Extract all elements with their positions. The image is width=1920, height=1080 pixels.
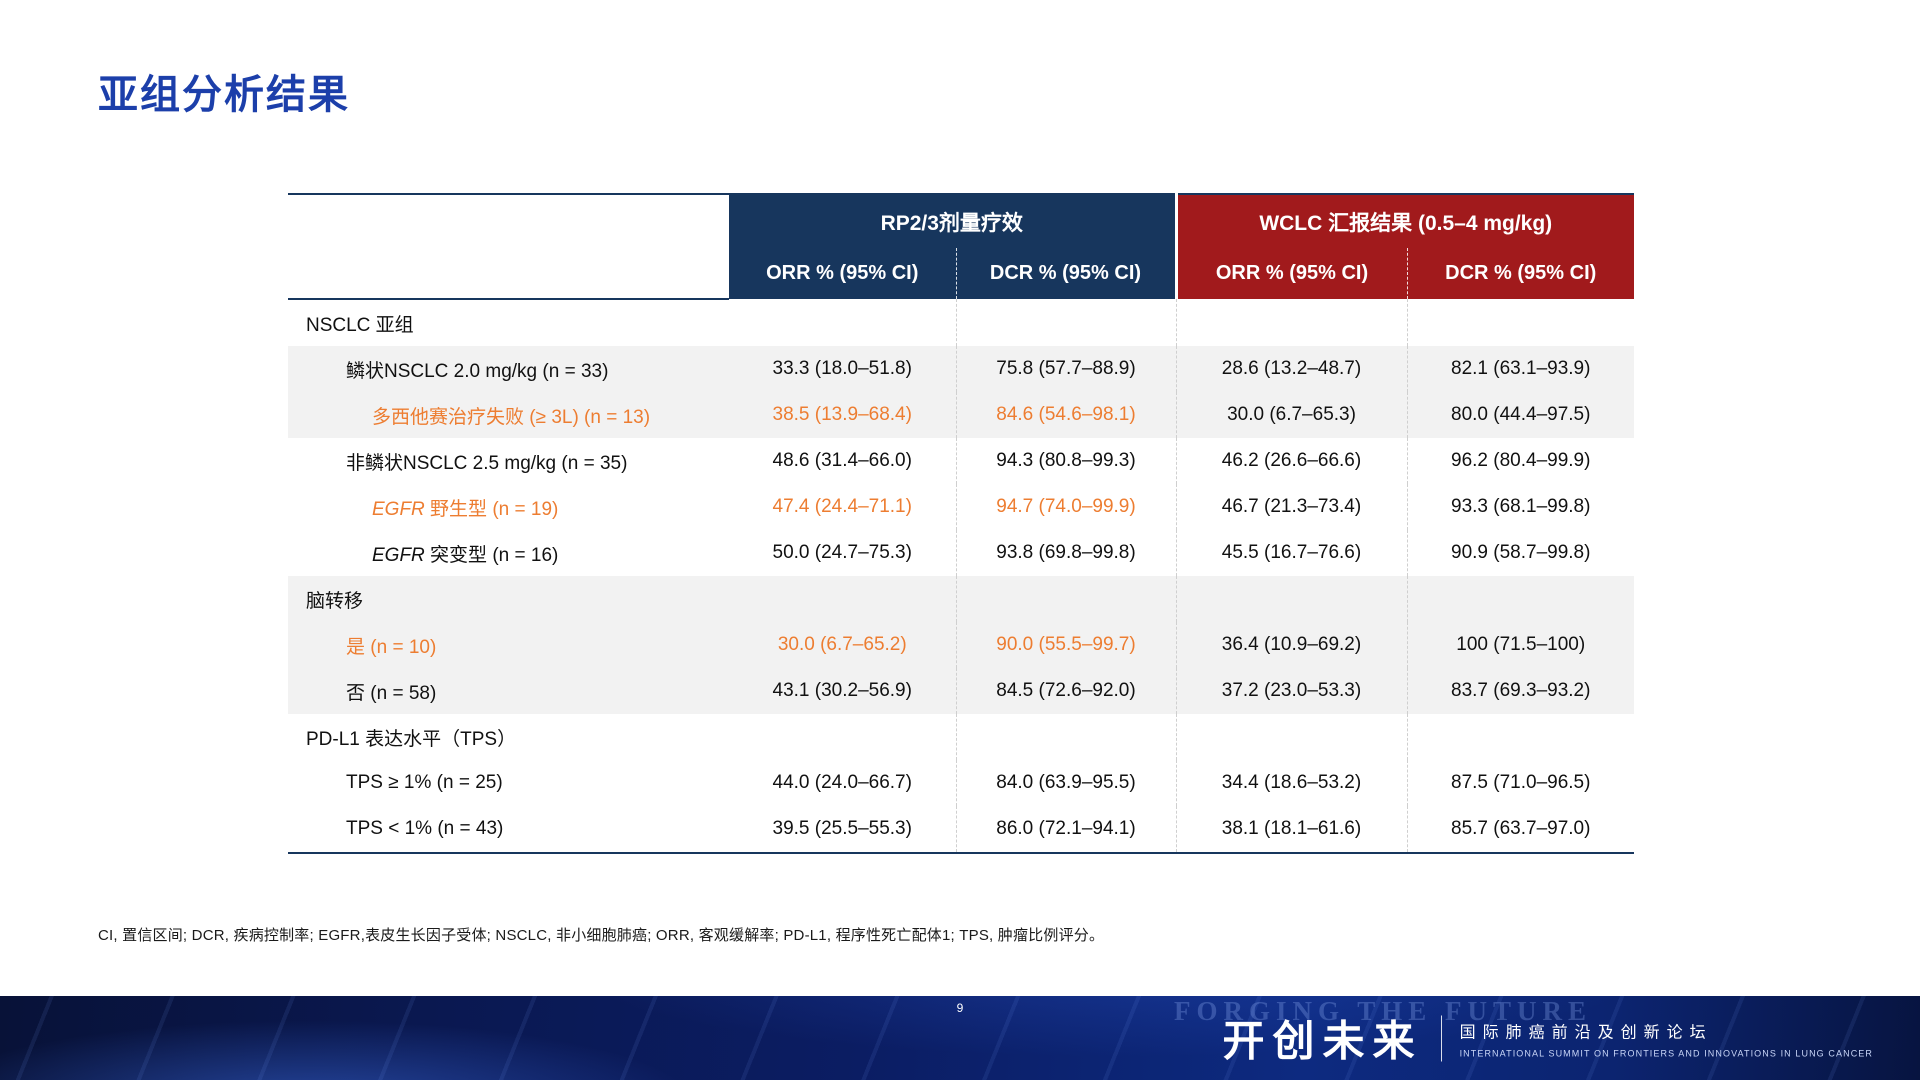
value-cell <box>1175 299 1407 346</box>
value-cell: 34.4 (18.6–53.2) <box>1175 760 1407 806</box>
group-header-wclc: WCLC 汇报结果 (0.5–4 mg/kg) <box>1174 193 1634 248</box>
column-header-orr-wclc: ORR % (95% CI) <box>1174 248 1407 299</box>
value-cell: 83.7 (69.3–93.2) <box>1406 668 1634 714</box>
row-label: TPS < 1% (n = 43) <box>288 806 729 854</box>
value-cell: 46.2 (26.6–66.6) <box>1175 438 1407 484</box>
footer-brand-cn: 开创未来 <box>1222 1017 1423 1065</box>
value-cell: 39.5 (25.5–55.3) <box>729 806 956 854</box>
footer-brand-block: 开创未来 国际肺癌前沿及创新论坛 INTERNATIONAL SUMMIT ON… <box>1223 1008 1873 1069</box>
table-row: TPS ≥ 1% (n = 25) 44.0 (24.0–66.7) 84.0 (6… <box>288 760 1634 806</box>
value-cell: 38.5 (13.9–68.4) <box>729 392 956 438</box>
footer-banner: 9 FORGING THE FUTURE 开创未来 国际肺癌前沿及创新论坛 IN… <box>0 996 1920 1080</box>
row-label: EGFR 突变型 (n = 16) <box>288 530 729 576</box>
value-cell: 48.6 (31.4–66.0) <box>729 438 956 484</box>
footer-tagline-en: INTERNATIONAL SUMMIT ON FRONTIERS AND IN… <box>1459 1048 1873 1058</box>
value-cell: 93.8 (69.8–99.8) <box>955 530 1176 576</box>
value-cell <box>1406 714 1634 760</box>
value-cell: 47.4 (24.4–71.1) <box>729 484 956 530</box>
page-title: 亚组分析结果 <box>98 73 350 117</box>
value-cell: 84.5 (72.6–92.0) <box>955 668 1176 714</box>
table-row: EGFR 突变型 (n = 16) 50.0 (24.7–75.3) 93.8 (6… <box>288 530 1634 576</box>
row-label: 多西他赛治疗失败 (≥ 3L) (n = 13) <box>288 392 729 438</box>
value-cell: 94.7 (74.0–99.9) <box>955 484 1176 530</box>
value-cell <box>729 576 956 622</box>
value-cell: 80.0 (44.4–97.5) <box>1406 392 1634 438</box>
value-cell <box>955 714 1176 760</box>
row-label: PD-L1 表达水平（TPS） <box>288 714 729 760</box>
value-cell: 90.0 (55.5–99.7) <box>955 622 1176 668</box>
value-cell: 46.7 (21.3–73.4) <box>1175 484 1407 530</box>
value-cell: 82.1 (63.1–93.9) <box>1406 346 1634 392</box>
column-header-row: ORR % (95% CI) DCR % (95% CI) ORR % (95%… <box>288 248 1634 299</box>
value-cell: 96.2 (80.4–99.9) <box>1406 438 1634 484</box>
value-cell: 45.5 (16.7–76.6) <box>1175 530 1407 576</box>
column-header-dcr-rp23: DCR % (95% CI) <box>955 248 1176 299</box>
value-cell <box>1175 714 1407 760</box>
column-header-dcr-wclc: DCR % (95% CI) <box>1406 248 1634 299</box>
value-cell: 28.6 (13.2–48.7) <box>1175 346 1407 392</box>
footer-taglines: 国际肺癌前沿及创新论坛 INTERNATIONAL SUMMIT ON FRON… <box>1460 1018 1873 1058</box>
row-label: 鳞状NSCLC 2.0 mg/kg (n = 33) <box>288 346 729 392</box>
row-label: 是 (n = 10) <box>288 622 729 668</box>
table-row: EGFR 野生型 (n = 19) 47.4 (24.4–71.1) 94.7 (7… <box>288 484 1634 530</box>
value-cell: 84.6 (54.6–98.1) <box>955 392 1176 438</box>
row-label: 非鳞状NSCLC 2.5 mg/kg (n = 35) <box>288 438 729 484</box>
column-header-orr-rp23: ORR % (95% CI) <box>729 248 956 299</box>
value-cell <box>955 576 1176 622</box>
table-body: NSCLC 亚组 鳞状NSCLC 2.0 mg/kg (n = 33) 33.3 (… <box>288 299 1634 854</box>
table-corner-cell <box>288 193 729 300</box>
row-label: EGFR 野生型 (n = 19) <box>288 484 729 530</box>
section-row: PD-L1 表达水平（TPS） <box>288 714 1634 760</box>
value-cell: 93.3 (68.1–99.8) <box>1406 484 1634 530</box>
group-header-rp23: RP2/3剂量疗效 <box>729 193 1176 248</box>
table-row: 非鳞状NSCLC 2.5 mg/kg (n = 35) 48.6 (31.4–66… <box>288 438 1634 484</box>
table-row: TPS < 1% (n = 43) 39.5 (25.5–55.3) 86.0 (7… <box>288 806 1634 854</box>
footer-divider <box>1440 1015 1442 1061</box>
value-cell: 90.9 (58.7–99.8) <box>1406 530 1634 576</box>
page-number: 9 <box>956 1001 964 1015</box>
value-cell: 100 (71.5–100) <box>1406 622 1634 668</box>
value-cell: 44.0 (24.0–66.7) <box>729 760 956 806</box>
value-cell <box>729 299 956 346</box>
value-cell: 94.3 (80.8–99.3) <box>955 438 1176 484</box>
section-row: NSCLC 亚组 <box>288 299 1634 346</box>
results-table-wrap: RP2/3剂量疗效 WCLC 汇报结果 (0.5–4 mg/kg) ORR % … <box>288 193 1634 854</box>
footer-tagline-cn: 国际肺癌前沿及创新论坛 <box>1459 1024 1713 1041</box>
row-label: 否 (n = 58) <box>288 668 729 714</box>
footer-watermark-text: FORGING THE FUTURE <box>1173 996 1592 1026</box>
table-row: 是 (n = 10) 30.0 (6.7–65.2) 90.0 (55.5–99.7… <box>288 622 1634 668</box>
value-cell: 43.1 (30.2–56.9) <box>729 668 956 714</box>
row-label: NSCLC 亚组 <box>288 299 729 346</box>
value-cell <box>1406 576 1634 622</box>
results-table: RP2/3剂量疗效 WCLC 汇报结果 (0.5–4 mg/kg) ORR % … <box>288 193 1634 854</box>
value-cell: 87.5 (71.0–96.5) <box>1406 760 1634 806</box>
value-cell: 33.3 (18.0–51.8) <box>729 346 956 392</box>
table-row: 多西他赛治疗失败 (≥ 3L) (n = 13) 38.5 (13.9–68.4)… <box>288 392 1634 438</box>
value-cell: 30.0 (6.7–65.3) <box>1175 392 1407 438</box>
value-cell: 37.2 (23.0–53.3) <box>1175 668 1407 714</box>
value-cell: 50.0 (24.7–75.3) <box>729 530 956 576</box>
value-cell: 30.0 (6.7–65.2) <box>729 622 956 668</box>
value-cell <box>955 299 1176 346</box>
value-cell: 36.4 (10.9–69.2) <box>1175 622 1407 668</box>
value-cell: 86.0 (72.1–94.1) <box>955 806 1176 854</box>
section-row: 脑转移 <box>288 576 1634 622</box>
row-label: 脑转移 <box>288 576 729 622</box>
value-cell: 75.8 (57.7–88.9) <box>955 346 1176 392</box>
table-row: 鳞状NSCLC 2.0 mg/kg (n = 33) 33.3 (18.0–51.… <box>288 346 1634 392</box>
footnote: CI, 置信区间; DCR, 疾病控制率; EGFR,表皮生长因子受体; NSC… <box>98 927 1105 944</box>
value-cell <box>1406 299 1634 346</box>
value-cell <box>1175 576 1407 622</box>
table-row: 否 (n = 58) 43.1 (30.2–56.9) 84.5 (72.6–92.… <box>288 668 1634 714</box>
value-cell: 85.7 (63.7–97.0) <box>1406 806 1634 854</box>
value-cell: 84.0 (63.9–95.5) <box>955 760 1176 806</box>
value-cell: 38.1 (18.1–61.6) <box>1175 806 1407 854</box>
value-cell <box>729 714 956 760</box>
group-header-row: RP2/3剂量疗效 WCLC 汇报结果 (0.5–4 mg/kg) <box>288 193 1634 300</box>
row-label: TPS ≥ 1% (n = 25) <box>288 760 729 806</box>
